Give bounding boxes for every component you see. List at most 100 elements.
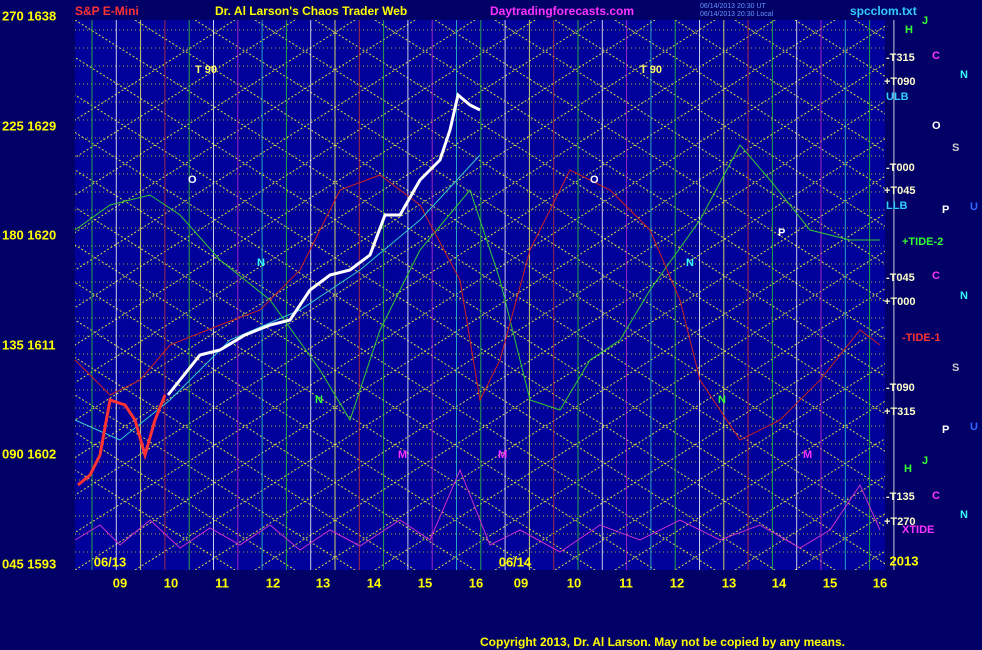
diagonal xyxy=(75,20,716,421)
diagonal xyxy=(75,431,296,570)
diagonal xyxy=(75,94,836,570)
marker: O xyxy=(188,174,197,186)
x-label: 11 xyxy=(619,575,633,590)
level-label: -T315 xyxy=(886,52,915,64)
timestamp: 06/14/2013 20:30 UT xyxy=(700,3,766,10)
marker: H xyxy=(905,24,913,36)
date-label: 06/13 xyxy=(94,554,127,569)
level-label: +T270 xyxy=(884,516,916,528)
marker: O xyxy=(932,120,941,132)
diagonal xyxy=(434,288,885,570)
y-label: 270 1638 xyxy=(2,8,56,23)
x-label: 14 xyxy=(772,575,787,590)
site-title: Dr. Al Larson's Chaos Trader Web xyxy=(215,4,407,18)
x-label: 09 xyxy=(514,575,528,590)
diagonal xyxy=(194,138,885,570)
diagonal xyxy=(314,20,885,377)
diagonal xyxy=(75,319,476,570)
x-label: 13 xyxy=(722,575,736,590)
diagonal xyxy=(614,400,885,570)
level-label: -TIDE-1 xyxy=(902,332,941,344)
level-label: +T090 xyxy=(884,76,916,88)
diagonal xyxy=(134,20,885,490)
diagonal xyxy=(374,20,885,340)
grid xyxy=(75,20,895,570)
marker: N xyxy=(315,394,323,406)
diagonal xyxy=(75,20,476,271)
diagonal xyxy=(75,20,296,159)
marker: C xyxy=(932,50,940,62)
marker: C xyxy=(932,270,940,282)
level-label: ULB xyxy=(886,91,909,103)
diagonal xyxy=(674,20,885,152)
marker: H xyxy=(904,463,912,475)
diagonal xyxy=(75,20,236,121)
level-label: -T090 xyxy=(886,382,915,394)
diagonal xyxy=(734,20,885,115)
price xyxy=(166,92,481,396)
diagonal xyxy=(494,20,885,265)
year-label: 2013 xyxy=(890,553,919,568)
diagonal xyxy=(75,20,416,234)
x-label: 16 xyxy=(873,575,887,590)
diagonal xyxy=(674,438,885,570)
diagonal xyxy=(614,20,885,190)
plot-area xyxy=(75,20,885,570)
marker: N xyxy=(960,509,968,521)
xtide-wave xyxy=(74,468,881,553)
diagonal xyxy=(254,175,885,570)
diagonal xyxy=(75,244,596,570)
date-label: 06/14 xyxy=(499,554,532,569)
diagonal xyxy=(75,356,416,570)
y-label: 225 1629 xyxy=(2,118,56,133)
diagonal xyxy=(75,20,885,527)
diagonal xyxy=(75,20,536,309)
marker: T 90 xyxy=(195,64,217,76)
diagonal xyxy=(75,20,776,459)
level-label: +T000 xyxy=(884,296,916,308)
diagonal xyxy=(75,20,356,196)
x-label: 09 xyxy=(113,575,127,590)
diagonal xyxy=(554,20,885,227)
x-label: 16 xyxy=(469,575,483,590)
file-name: spcclom.txt xyxy=(850,4,917,18)
marker: M xyxy=(498,449,507,461)
diagonal xyxy=(75,281,536,570)
marker: S xyxy=(952,362,959,374)
level-label: LLB xyxy=(886,200,907,212)
timestamp: 06/14/2013 20:30 Local xyxy=(700,11,774,18)
x-label: 12 xyxy=(670,575,684,590)
red-wave xyxy=(74,169,881,441)
marker: U xyxy=(970,421,978,433)
diagonal xyxy=(75,394,356,570)
x-label: 11 xyxy=(215,575,229,590)
x-label: 10 xyxy=(567,575,581,590)
diagonal xyxy=(434,20,885,302)
diagonal xyxy=(75,63,885,570)
level-label: XTIDE xyxy=(902,524,934,536)
marker: N xyxy=(257,257,265,269)
marker: M xyxy=(398,449,407,461)
diagonal xyxy=(75,20,596,346)
marker: U xyxy=(970,201,978,213)
diagonal xyxy=(75,20,836,496)
copyright: Copyright 2013, Dr. Al Larson. May not b… xyxy=(480,635,845,649)
green-wave xyxy=(74,144,880,422)
y-label: 135 1611 xyxy=(2,337,56,352)
x-label: 15 xyxy=(823,575,837,590)
diagonal xyxy=(194,20,885,452)
marker: C xyxy=(932,490,940,502)
cyan-band xyxy=(74,154,481,441)
marker: N xyxy=(686,257,694,269)
level-label: -T000 xyxy=(886,162,915,174)
level-label: +TIDE-2 xyxy=(902,236,943,248)
x-label: 10 xyxy=(164,575,178,590)
y-label: 090 1602 xyxy=(2,446,56,461)
y-label: 045 1593 xyxy=(2,556,56,571)
x-label: 13 xyxy=(316,575,330,590)
level-label: -T045 xyxy=(886,272,915,284)
diagonal xyxy=(134,100,885,570)
marker: M xyxy=(803,449,812,461)
marker: J xyxy=(922,15,928,27)
level-label: +T315 xyxy=(884,406,916,418)
